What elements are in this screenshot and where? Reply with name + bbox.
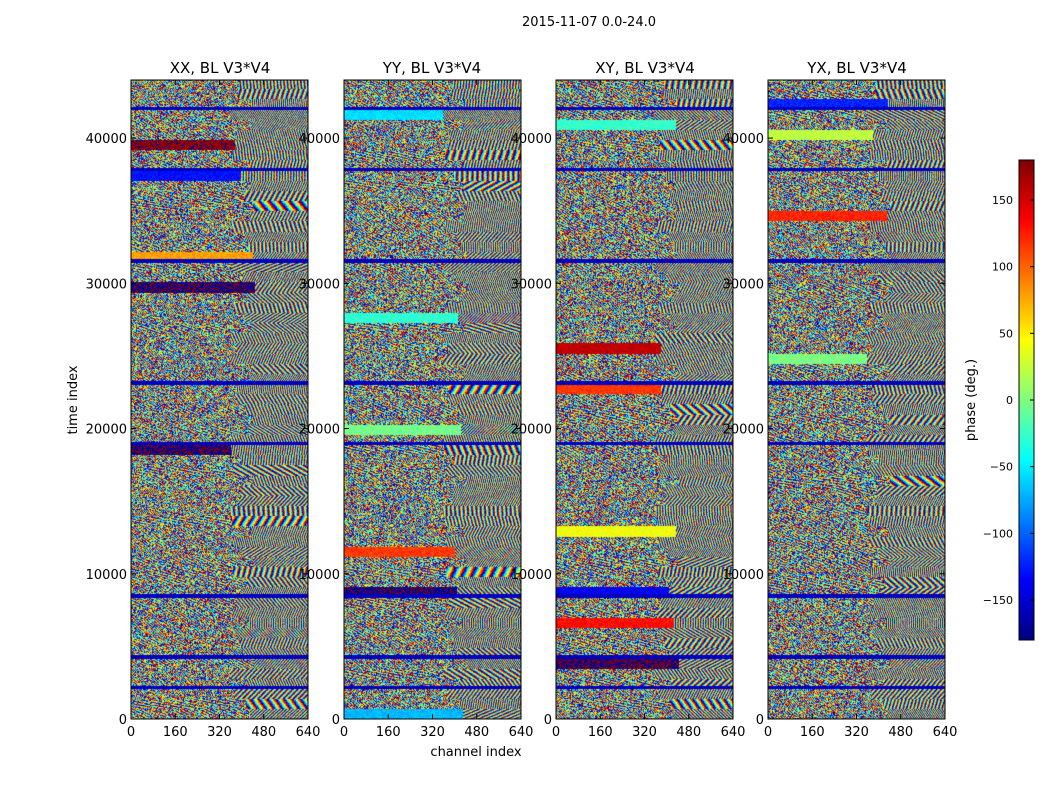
x-tick-label-xx-4: 640 xyxy=(296,725,321,740)
panel-title-xy: XY, BL V3*V4 xyxy=(595,59,695,77)
panel-title-yx: YX, BL V3*V4 xyxy=(806,59,907,77)
x-axis-label: channel index xyxy=(430,745,521,760)
figure-title: 2015-11-07 0.0-24.0 xyxy=(522,15,656,30)
colorbar-tick-label-0: 150 xyxy=(992,194,1013,207)
y-tick-label-yx-2: 20000 xyxy=(723,423,764,438)
x-tick-label-xy-4: 640 xyxy=(721,725,746,740)
heatmap-panel-yx xyxy=(768,80,945,719)
x-tick-label-yx-3: 480 xyxy=(888,725,913,740)
x-tick-label-yx-0: 0 xyxy=(764,725,772,740)
x-tick-label-yy-2: 320 xyxy=(420,725,445,740)
x-tick-label-xx-1: 160 xyxy=(163,725,188,740)
colorbar-label: phase (deg.) xyxy=(964,359,979,441)
panel-title-xx: XX, BL V3*V4 xyxy=(170,59,271,77)
axes-frame-yy xyxy=(343,79,522,720)
y-tick-label-yx-3: 30000 xyxy=(723,277,764,292)
panel-title-yy: YY, BL V3*V4 xyxy=(382,59,481,77)
x-tick-label-xx-2: 320 xyxy=(207,725,232,740)
x-tick-label-xy-1: 160 xyxy=(588,725,613,740)
axes-frame-yx xyxy=(767,79,946,720)
x-tick-label-yx-4: 640 xyxy=(933,725,958,740)
y-tick-label-xx-0: 0 xyxy=(119,713,127,728)
x-tick-label-xx-0: 0 xyxy=(127,725,135,740)
axes-frame-xy xyxy=(555,79,734,720)
x-tick-label-xx-3: 480 xyxy=(251,725,276,740)
x-tick-label-yy-0: 0 xyxy=(340,725,348,740)
colorbar-tick-label-3: 0 xyxy=(1006,394,1013,407)
y-tick-label-xx-1: 10000 xyxy=(86,568,127,583)
y-tick-label-yy-2: 20000 xyxy=(299,423,340,438)
colorbar-tick-label-2: 50 xyxy=(999,327,1013,340)
axes-frame-xx xyxy=(130,79,309,720)
x-tick-label-yy-4: 640 xyxy=(509,725,534,740)
y-tick-label-yy-0: 0 xyxy=(332,713,340,728)
colorbar-tick-label-6: −150 xyxy=(983,594,1013,607)
x-tick-label-yy-3: 480 xyxy=(464,725,489,740)
heatmap-panel-xy xyxy=(556,80,733,719)
y-tick-label-yx-4: 40000 xyxy=(723,132,764,147)
y-tick-label-yx-0: 0 xyxy=(756,713,764,728)
x-tick-label-yy-1: 160 xyxy=(376,725,401,740)
x-tick-label-xy-3: 480 xyxy=(676,725,701,740)
x-tick-label-yx-1: 160 xyxy=(800,725,825,740)
y-tick-label-yy-1: 10000 xyxy=(299,568,340,583)
colorbar-tick-label-5: −100 xyxy=(983,527,1013,540)
y-tick-label-xx-2: 20000 xyxy=(86,423,127,438)
heatmap-panel-yy xyxy=(344,80,521,719)
heatmap-panel-xx xyxy=(131,80,308,719)
x-tick-label-xy-0: 0 xyxy=(552,725,560,740)
colorbar-tick-label-4: −50 xyxy=(990,461,1013,474)
y-tick-label-yy-3: 30000 xyxy=(299,277,340,292)
y-tick-label-xy-4: 40000 xyxy=(511,132,552,147)
y-tick-label-xx-3: 30000 xyxy=(86,277,127,292)
y-tick-label-xy-3: 30000 xyxy=(511,277,552,292)
x-tick-label-yx-2: 320 xyxy=(844,725,869,740)
y-tick-label-yy-4: 40000 xyxy=(299,132,340,147)
y-tick-label-xy-2: 20000 xyxy=(511,423,552,438)
colorbar-tick-label-1: 100 xyxy=(992,261,1013,274)
y-axis-label: time index xyxy=(66,365,81,434)
colorbar-gradient xyxy=(1019,160,1034,640)
y-tick-label-xy-0: 0 xyxy=(544,713,552,728)
y-tick-label-yx-1: 10000 xyxy=(723,568,764,583)
x-tick-label-xy-2: 320 xyxy=(632,725,657,740)
y-tick-label-xy-1: 10000 xyxy=(511,568,552,583)
y-tick-label-xx-4: 40000 xyxy=(86,132,127,147)
